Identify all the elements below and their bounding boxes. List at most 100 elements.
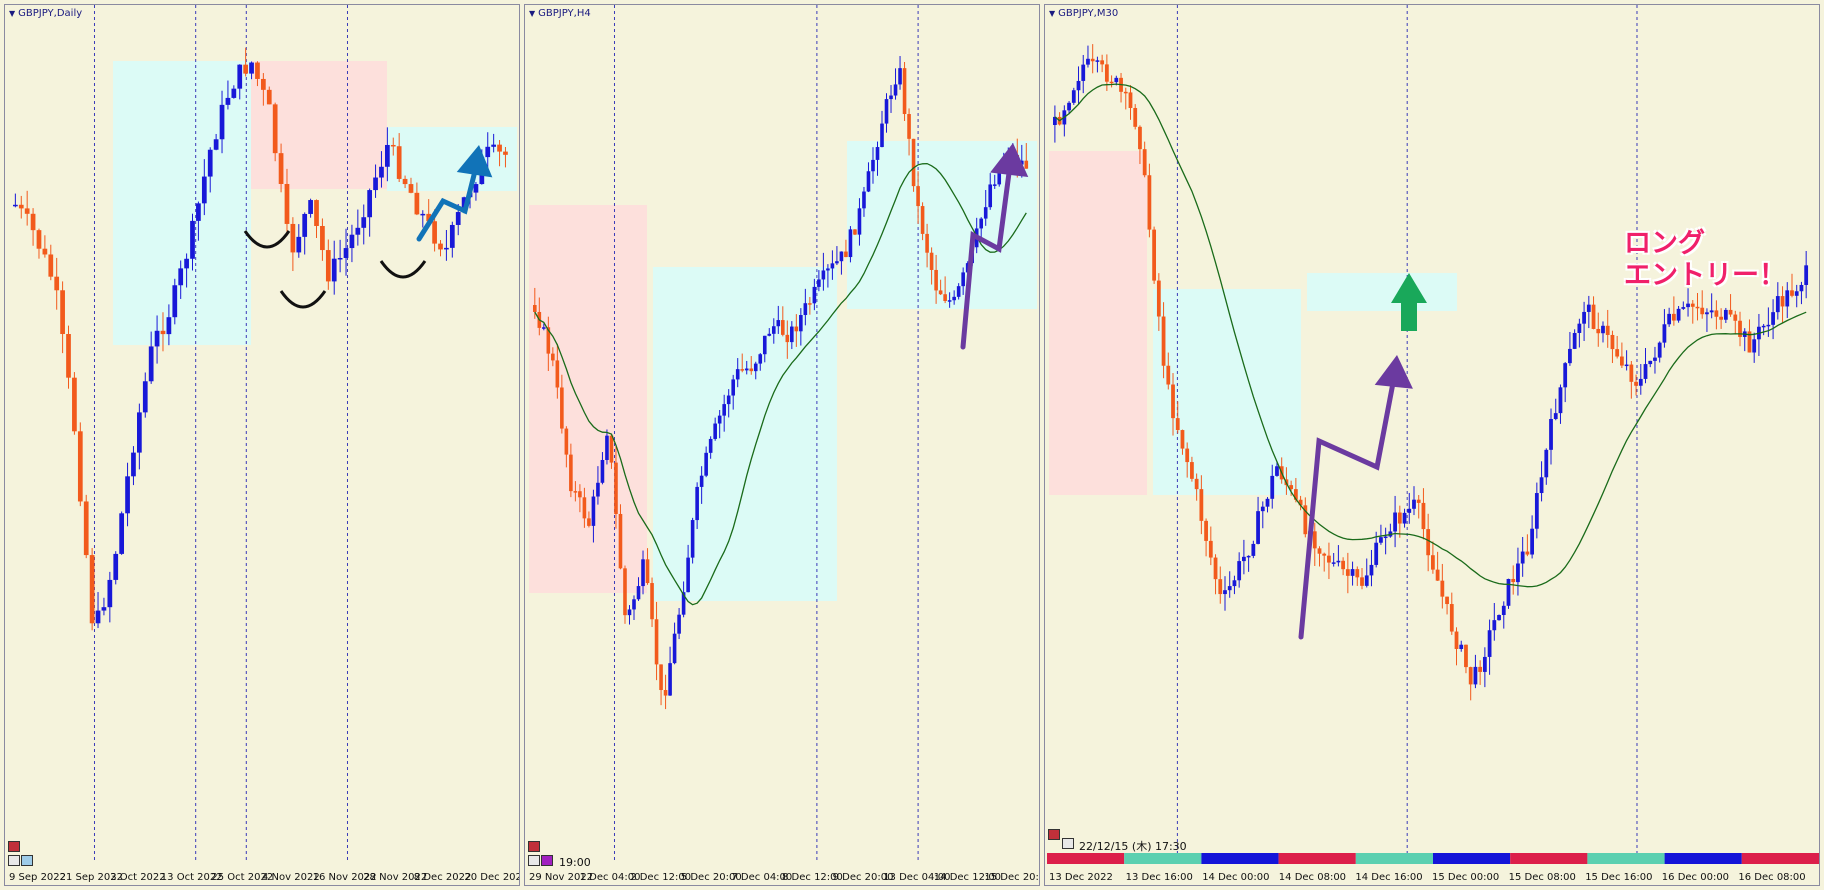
candle-body (1662, 324, 1667, 343)
entry-arrow-icon (1391, 273, 1427, 331)
candle-body (686, 557, 690, 593)
timestamp-label: 22/12/15 (木) 17:30 (1079, 840, 1187, 853)
candle (420, 210, 426, 228)
candle-body (497, 144, 502, 152)
candle-body (785, 334, 790, 343)
time-axis-label: 9 Dec 20:00 (833, 872, 894, 883)
candle-body (89, 555, 95, 624)
candle-body (830, 263, 835, 269)
candle (343, 228, 349, 276)
candle (1794, 284, 1799, 308)
candle-body (503, 151, 508, 155)
eye-icon[interactable] (8, 855, 20, 866)
candle (542, 323, 546, 331)
candle (1690, 300, 1695, 324)
candle (320, 218, 325, 261)
candle (1572, 329, 1577, 350)
candle-body (1799, 284, 1804, 292)
chart-window-daily[interactable]: 9 Sep 2022 21 Sep 2022 3 Oct 2022 13 Oct 20… (4, 4, 520, 886)
candle-body (988, 184, 993, 208)
candle-body (708, 438, 713, 453)
candle (491, 133, 497, 153)
candle (627, 605, 632, 625)
candle (201, 159, 207, 216)
candle (1568, 331, 1572, 366)
candle-body (367, 190, 373, 218)
candle-body (1416, 499, 1421, 503)
candle-body (672, 633, 677, 664)
time-axis-label: 4 Nov 2022 (262, 872, 320, 883)
candle-body (1142, 149, 1147, 176)
candle (1407, 492, 1412, 524)
candle (1260, 501, 1265, 529)
candle-body (1360, 577, 1364, 586)
candle (1785, 282, 1790, 318)
candle-body (799, 315, 803, 332)
close-icon[interactable] (1048, 829, 1060, 840)
candle (408, 177, 414, 194)
time-axis-label: 20 Dec 2022 (464, 872, 520, 883)
candle-body (1766, 324, 1771, 327)
candle (160, 312, 166, 352)
indicator-icon[interactable] (21, 855, 33, 866)
candle-body (794, 326, 799, 332)
time-axis-label: 25 Oct 2022 (211, 872, 273, 883)
candle-body (1345, 569, 1350, 576)
candle (266, 86, 272, 105)
chart-window-h4[interactable]: 29 Nov 2022 1 Dec 04:00 2 Dec 12:00 5 Dec 2… (524, 4, 1040, 886)
candle-body (1270, 475, 1275, 499)
candle-body (803, 303, 808, 316)
candle (1123, 87, 1128, 110)
candle (1185, 442, 1190, 478)
price-zone (1049, 151, 1147, 495)
candle (1761, 323, 1766, 336)
candle-body (600, 459, 605, 483)
candle (911, 138, 916, 192)
candle (13, 193, 18, 208)
candle (1464, 644, 1468, 674)
candle (1662, 309, 1667, 348)
close-icon[interactable] (8, 841, 20, 852)
candle (30, 208, 36, 246)
candle-body (596, 482, 600, 497)
candle (1218, 566, 1223, 604)
eye-icon[interactable] (528, 855, 540, 866)
pattern-mark (279, 290, 327, 309)
candle (1213, 554, 1218, 595)
close-icon[interactable] (528, 841, 540, 852)
candle (1799, 281, 1804, 305)
chart-window-m30[interactable]: 13 Dec 2022 13 Dec 16:00 14 Dec 00:00 14 De… (1044, 4, 1820, 886)
candle (1133, 104, 1138, 130)
candle-body (1265, 498, 1270, 507)
candle (645, 548, 650, 585)
candle-body (1671, 313, 1676, 321)
candle-body (961, 272, 965, 287)
candle (385, 127, 390, 182)
candle-body (875, 147, 880, 160)
candle (920, 202, 925, 241)
candle (1147, 163, 1152, 238)
candle-body (609, 435, 614, 463)
candle-body (1199, 489, 1204, 521)
candle-body (1053, 116, 1057, 125)
time-axis-label: 2 Dec 12:00 (630, 872, 691, 883)
candle (794, 314, 799, 347)
candle (1582, 301, 1586, 341)
trend-arrow-head (456, 145, 493, 178)
candle (1615, 335, 1620, 359)
candle-body (1695, 306, 1700, 309)
candle-body (408, 184, 414, 193)
candle-body (1738, 320, 1742, 337)
candle (1397, 505, 1402, 538)
candle-body (107, 579, 113, 608)
candle (48, 244, 54, 281)
candle-body (578, 491, 582, 498)
indicator-icon[interactable] (541, 855, 553, 866)
candle-body (1464, 644, 1468, 668)
eye-icon[interactable] (1062, 838, 1074, 849)
candle (444, 229, 449, 261)
candle-body (444, 247, 449, 250)
candle (290, 217, 296, 272)
candle-body (677, 614, 681, 634)
